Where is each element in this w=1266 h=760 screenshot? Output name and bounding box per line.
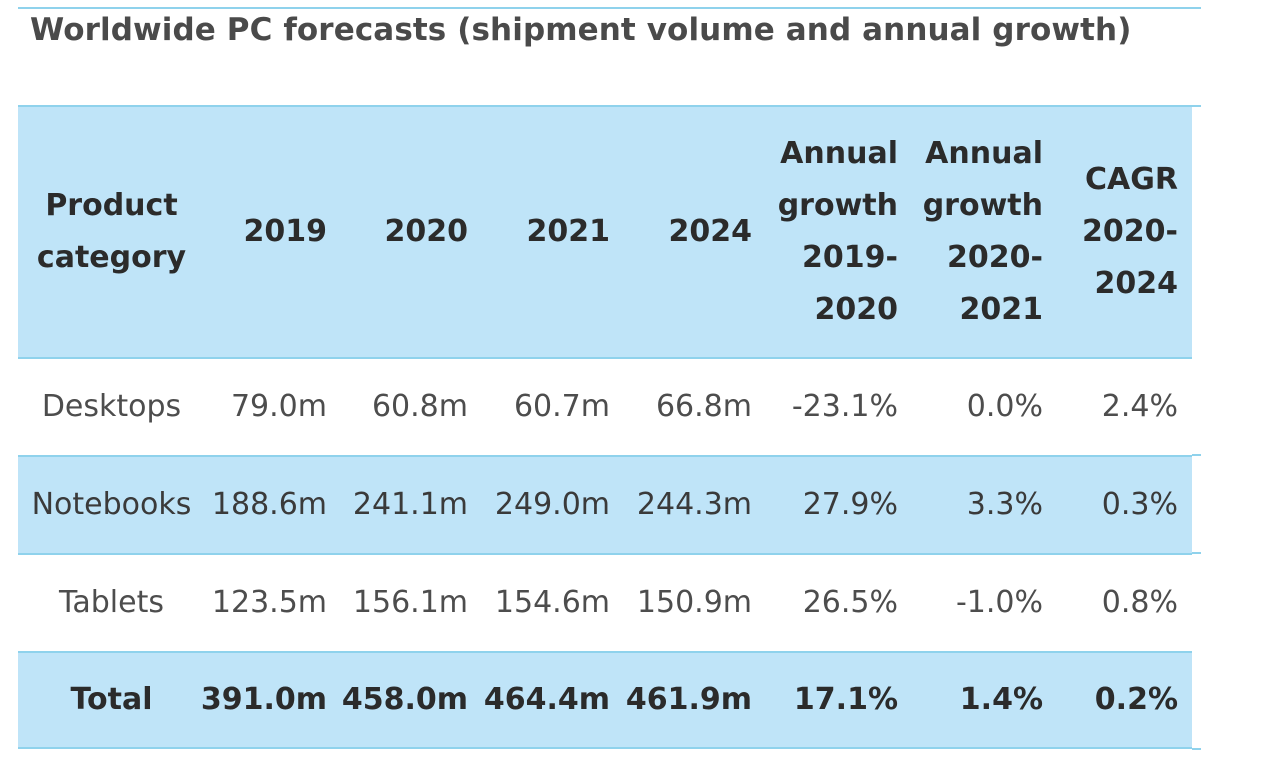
cell-2019: 123.5m: [199, 554, 340, 653]
cell-2021: 154.6m: [481, 554, 623, 653]
cell-growth-2020-2021: 3.3%: [911, 456, 1056, 555]
table-row-notebooks: Notebooks 188.6m 241.1m 249.0m 244.3m 27…: [18, 456, 1192, 555]
cell-2024: 461.9m: [623, 652, 765, 749]
cell-2020: 241.1m: [340, 456, 481, 555]
cell-2019: 391.0m: [199, 652, 340, 749]
header-product-category: Product category: [18, 105, 199, 359]
row-category: Tablets: [18, 554, 199, 653]
header-2021: 2021: [481, 105, 623, 359]
cell-cagr: 2.4%: [1056, 358, 1192, 457]
row-category: Desktops: [18, 358, 199, 457]
row-category: Total: [18, 652, 199, 749]
page-title: Worldwide PC forecasts (shipment volume …: [30, 12, 1132, 48]
row-category: Notebooks: [18, 456, 199, 555]
rule-extension: [1192, 454, 1201, 456]
cell-cagr: 0.3%: [1056, 456, 1192, 555]
cell-2021: 464.4m: [481, 652, 623, 749]
forecast-table: Product category 2019 2020 2021 2024 Annu…: [18, 105, 1192, 749]
cell-growth-2019-2020: -23.1%: [765, 358, 911, 457]
cell-2019: 79.0m: [199, 358, 340, 457]
rule-extension: [1192, 748, 1201, 750]
cell-2019: 188.6m: [199, 456, 340, 555]
table-header-row: Product category 2019 2020 2021 2024 Annu…: [18, 105, 1192, 359]
table-row-total: Total 391.0m 458.0m 464.4m 461.9m 17.1% …: [18, 652, 1192, 749]
cell-2024: 66.8m: [623, 358, 765, 457]
cell-growth-2020-2021: 1.4%: [911, 652, 1056, 749]
cell-growth-2019-2020: 27.9%: [765, 456, 911, 555]
header-2020: 2020: [340, 105, 481, 359]
cell-2021: 249.0m: [481, 456, 623, 555]
cell-2020: 60.8m: [340, 358, 481, 457]
cell-2024: 244.3m: [623, 456, 765, 555]
table-row-tablets: Tablets 123.5m 156.1m 154.6m 150.9m 26.5…: [18, 554, 1192, 653]
cell-growth-2019-2020: 26.5%: [765, 554, 911, 653]
table-row-desktops: Desktops 79.0m 60.8m 60.7m 66.8m -23.1% …: [18, 358, 1192, 457]
header-growth-2019-2020: Annual growth 2019- 2020: [765, 105, 911, 359]
cell-cagr: 0.8%: [1056, 554, 1192, 653]
rule-extension: [1192, 105, 1201, 107]
cell-growth-2020-2021: -1.0%: [911, 554, 1056, 653]
header-2024: 2024: [623, 105, 765, 359]
header-cagr-2020-2024: CAGR 2020- 2024: [1056, 105, 1192, 359]
cell-2021: 60.7m: [481, 358, 623, 457]
rule-extension: [1192, 552, 1201, 554]
cell-2020: 156.1m: [340, 554, 481, 653]
header-growth-2020-2021: Annual growth 2020- 2021: [911, 105, 1056, 359]
top-divider: [18, 7, 1201, 9]
cell-growth-2020-2021: 0.0%: [911, 358, 1056, 457]
cell-growth-2019-2020: 17.1%: [765, 652, 911, 749]
cell-2020: 458.0m: [340, 652, 481, 749]
cell-cagr: 0.2%: [1056, 652, 1192, 749]
header-2019: 2019: [199, 105, 340, 359]
cell-2024: 150.9m: [623, 554, 765, 653]
